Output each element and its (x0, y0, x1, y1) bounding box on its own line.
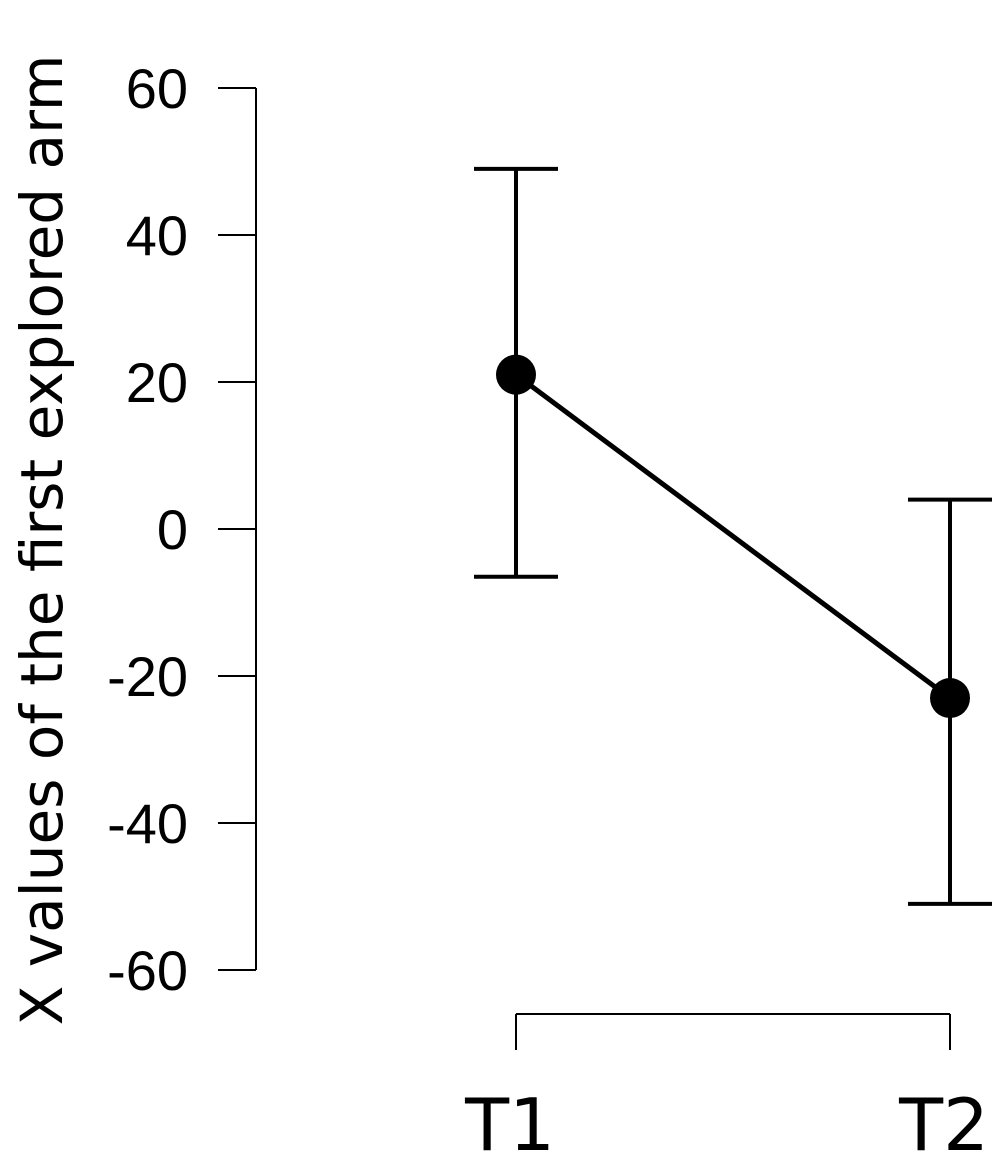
y-tick-label: 20 (126, 351, 188, 414)
x-tick-label: T1 (464, 1083, 555, 1165)
y-tick-label: -60 (107, 939, 188, 1002)
plot-marks (474, 166, 992, 906)
data-point (930, 678, 970, 719)
series-line (514, 372, 952, 701)
y-tick-label: -40 (107, 792, 188, 855)
x-tick-label: T2 (898, 1083, 989, 1165)
data-point (496, 354, 536, 395)
y-tick-label: 40 (126, 204, 188, 267)
y-tick-label: -20 (107, 645, 188, 708)
y-axis-label: X values of the first explored arm (8, 55, 76, 1026)
y-tick-label: 0 (157, 498, 188, 561)
y-tick-label: 60 (126, 57, 188, 120)
y-axis: 60 40 20 0 -20 -40 -60 (107, 57, 257, 1002)
x-axis: T1 T2 (464, 1013, 989, 1165)
